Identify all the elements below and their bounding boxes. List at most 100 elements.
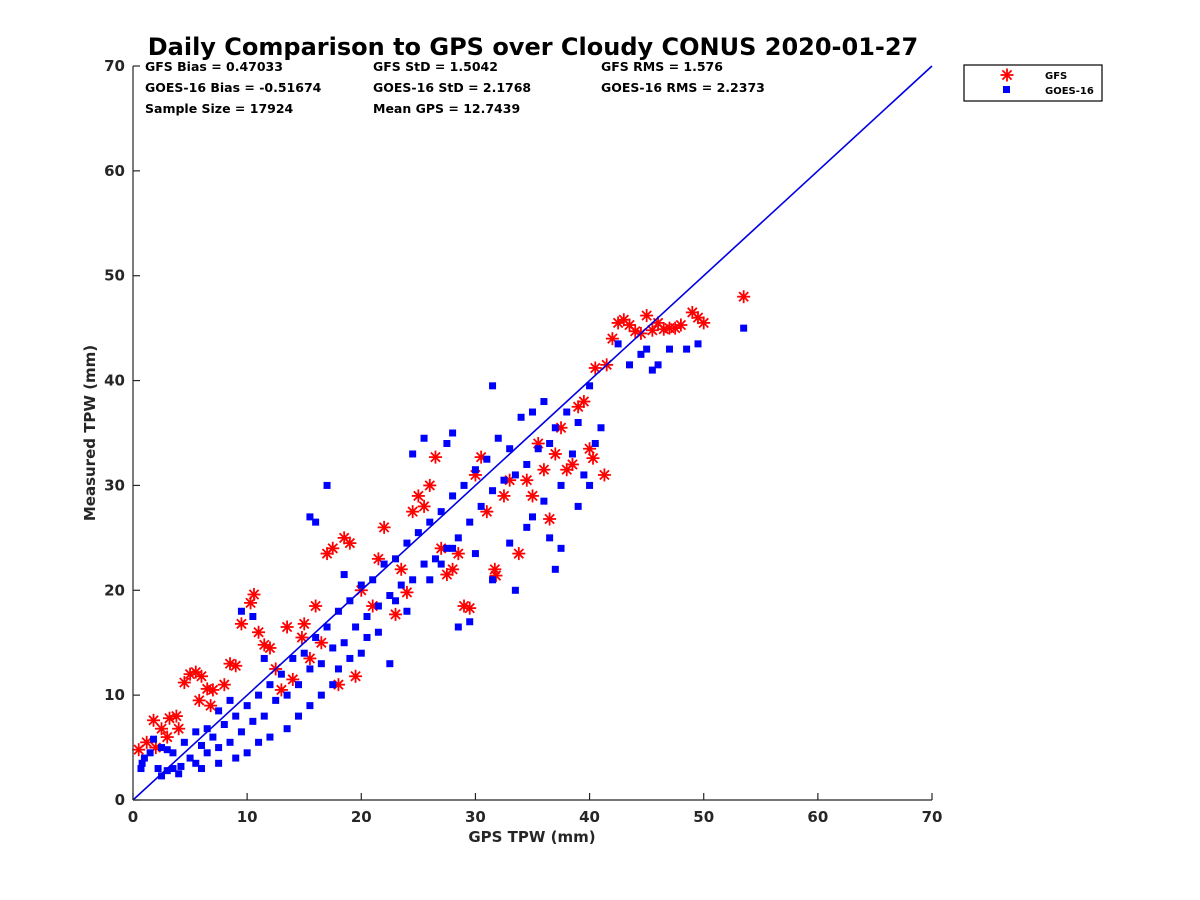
gfs-point (640, 309, 654, 323)
goes16-point (175, 770, 183, 778)
gfs-point (252, 625, 266, 639)
goes16-point (683, 345, 691, 353)
goes16-point (477, 502, 485, 510)
goes16-point (511, 586, 519, 594)
goes16-point (266, 681, 274, 689)
goes16-point (586, 382, 594, 390)
gfs-point (229, 659, 243, 673)
goes16-point (158, 744, 166, 752)
goes16-point (580, 471, 588, 479)
stat-gfs-bias: GFS Bias = 0.47033 (145, 59, 283, 74)
gfs-point (406, 505, 420, 519)
goes16-point (449, 429, 457, 437)
y-axis-label: Measured TPW (mm) (81, 345, 99, 521)
gfs-point (295, 630, 309, 644)
gfs-point (617, 313, 631, 327)
goes16-point (186, 754, 194, 762)
goes16-point (163, 767, 171, 775)
goes16-point (397, 581, 405, 589)
gfs-point (400, 585, 414, 599)
axes: 0 10 20 30 40 50 60 70 0 10 20 30 40 50 60 70 (104, 57, 942, 826)
gfs-point (309, 599, 323, 613)
legend-goes-marker (1003, 86, 1010, 93)
legend-goes-label: GOES-16 (1045, 86, 1094, 97)
goes16-point (312, 633, 320, 641)
goes16-point (431, 555, 439, 563)
goes16-point (363, 633, 371, 641)
goes16-point (454, 534, 462, 542)
stats-block: GFS Bias = 0.47033 GFS StD = 1.5042 GFS … (145, 59, 765, 116)
x-tick-label: 20 (351, 808, 372, 826)
goes16-point (568, 450, 576, 458)
goes16-point (648, 366, 656, 374)
gfs-point (565, 457, 579, 471)
goes16-point (312, 518, 320, 526)
gfs-point (204, 699, 218, 713)
goes16-point (597, 424, 605, 432)
gfs-point (543, 512, 557, 526)
gfs-point (172, 722, 186, 736)
goes16-point (334, 665, 342, 673)
goes16-point (158, 772, 166, 780)
gfs-point (417, 499, 431, 513)
goes16-point (340, 571, 348, 579)
goes16-point (437, 560, 445, 568)
goes16-point (323, 623, 331, 631)
goes16-point (306, 702, 314, 710)
goes16-point (506, 539, 514, 547)
gfs-point (520, 473, 534, 487)
goes16-point (551, 424, 559, 432)
goes16-point (460, 481, 468, 489)
x-tick-label: 70 (922, 808, 943, 826)
chart-title: Daily Comparison to GPS over Cloudy CONU… (148, 33, 919, 61)
goes16-point (232, 754, 240, 762)
goes16-point (374, 602, 382, 610)
goes16-point (363, 613, 371, 620)
gfs-point (674, 318, 688, 332)
goes16-point (150, 735, 158, 743)
goes16-point (329, 681, 337, 689)
y-tick-label: 0 (115, 791, 125, 809)
goes16-point (386, 660, 394, 668)
gfs-point (217, 678, 231, 692)
goes16-point (517, 413, 525, 421)
gfs-point (314, 636, 328, 650)
gfs-point (446, 562, 460, 576)
x-ticks: 0 10 20 30 40 50 60 70 (128, 793, 943, 826)
goes16-point (574, 502, 582, 510)
goes16-point (209, 733, 217, 741)
legend-gfs-marker (1000, 68, 1014, 82)
stat-gfs-std: GFS StD = 1.5042 (373, 59, 498, 74)
goes16-point (260, 654, 268, 662)
goes16-point (380, 560, 388, 568)
goes16-point (329, 644, 337, 652)
goes16-point (471, 466, 479, 474)
goes16-point (215, 759, 223, 767)
goes16-point (192, 728, 200, 736)
x-tick-label: 0 (128, 808, 138, 826)
gfs-point (206, 683, 220, 697)
y-ticks: 0 10 20 30 40 50 60 70 (104, 57, 140, 809)
goes16-point (529, 513, 536, 521)
goes16-point (643, 345, 651, 353)
goes16-point (169, 749, 177, 757)
gfs-point (423, 478, 437, 492)
gfs-point (192, 693, 206, 707)
goes16-point (420, 560, 428, 568)
goes16-point (140, 754, 148, 762)
goes16-point (471, 550, 479, 558)
goes16-point (563, 408, 571, 416)
goes16-point (357, 581, 365, 589)
y-tick-label: 50 (104, 267, 125, 285)
goes16-point (197, 741, 205, 749)
gfs-point (132, 743, 146, 757)
goes16-point (255, 738, 263, 746)
x-tick-label: 50 (693, 808, 714, 826)
goes16-point (346, 654, 354, 662)
goes16-point (203, 725, 211, 733)
goes16-point (591, 439, 599, 447)
stat-sample-size: Sample Size = 17924 (145, 101, 294, 116)
gfs-point (326, 541, 340, 555)
goes16-point (426, 576, 434, 584)
